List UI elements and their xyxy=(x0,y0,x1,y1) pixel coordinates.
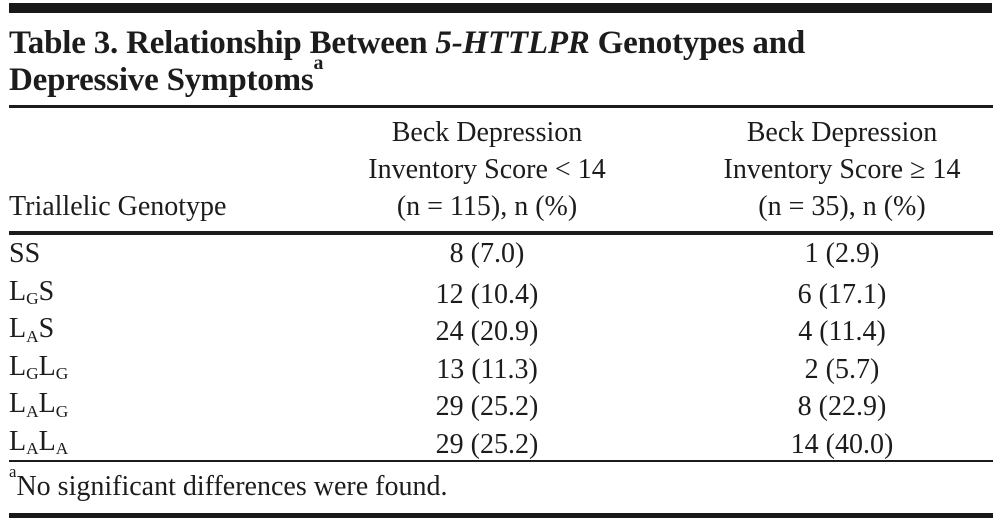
title-suffix: Genotypes and xyxy=(589,25,806,61)
bdi-14-or-more-value: 14 (40.0) xyxy=(790,428,894,460)
allele-letter: L xyxy=(9,275,27,307)
allele-letter: L xyxy=(9,313,27,344)
allele-subscript: G xyxy=(26,289,39,308)
title-rule xyxy=(9,105,993,108)
bdi-14-or-more-value: 8 (22.9) xyxy=(797,391,887,422)
allele-subscript: A xyxy=(26,326,39,346)
allele-letter: L xyxy=(38,425,56,457)
allele-subscript: A xyxy=(26,439,39,458)
bdi-under-14-value: 24 (20.9) xyxy=(435,316,539,347)
bdi-14-or-more-value: 4 (11.4) xyxy=(798,316,886,347)
title-prefix: Table 3. Relationship Between xyxy=(9,25,436,61)
header-bdi-14-or-more-line1: Beck Depression xyxy=(746,117,938,148)
header-bdi-under-14-line1: Beck Depression xyxy=(391,117,583,148)
table-row: LGLG 13 (11.3) 2 (5.7) xyxy=(9,348,993,386)
body-bottom-rule xyxy=(9,460,993,462)
allele-letter: L xyxy=(38,388,56,419)
bdi-under-14-value: 13 (11.3) xyxy=(436,353,538,385)
allele-subscript: G xyxy=(55,401,69,421)
genotype-cell: SS xyxy=(9,235,283,273)
bdi-under-14-value: 29 (25.2) xyxy=(435,391,539,422)
table-row: SS 8 (7.0) 1 (2.9) xyxy=(9,235,993,273)
header-bdi-14-or-more: Beck Depression Inventory Score ≥ 14 (n … xyxy=(691,114,993,225)
allele-subscript: A xyxy=(55,439,69,458)
bdi-14-or-more-value: 6 (17.1) xyxy=(797,278,887,310)
header-bdi-under-14-line3: (n = 115), n (%) xyxy=(396,191,578,222)
table-row: LALG 29 (25.2) 8 (22.9) xyxy=(9,385,993,423)
header-bdi-under-14: Beck Depression Inventory Score < 14 (n … xyxy=(283,114,691,225)
allele-letter: SS xyxy=(9,238,41,269)
table-row: LALA 29 (25.2) 14 (40.0) xyxy=(9,423,993,461)
footnote-marker: a xyxy=(9,462,17,482)
genotype-cell: LGS xyxy=(9,273,283,314)
header-triallelic-genotype: Triallelic Genotype xyxy=(9,191,227,222)
bdi-14-or-more-value: 1 (2.9) xyxy=(804,238,880,269)
genotype-cell: LALG xyxy=(9,385,283,426)
allele-letter: L xyxy=(9,425,27,457)
table-row: LGS 12 (10.4) 6 (17.1) xyxy=(9,273,993,311)
table-title: Table 3. Relationship Between 5-HTTLPR G… xyxy=(9,25,993,99)
allele-letter: L xyxy=(9,350,27,382)
table-row: LAS 24 (20.9) 4 (11.4) xyxy=(9,310,993,348)
allele-letter: L xyxy=(9,388,27,419)
table-body: SS 8 (7.0) 1 (2.9) LGS 12 (10.4) 6 (17.1) LAS 2… xyxy=(9,235,993,460)
bdi-under-14-value: 8 (7.0) xyxy=(449,238,525,269)
footnote-text: No significant differences were found. xyxy=(16,471,448,502)
genotype-cell: LAS xyxy=(9,310,283,351)
header-bdi-under-14-line2: Inventory Score < 14 xyxy=(368,154,606,185)
header-bdi-14-or-more-line2: Inventory Score ≥ 14 xyxy=(723,154,961,185)
header-rule xyxy=(9,231,993,235)
footnote: aNo significant differences were found. xyxy=(9,462,993,513)
allele-subscript: G xyxy=(55,364,69,383)
bdi-14-or-more-value: 2 (5.7) xyxy=(804,353,880,385)
title-line2: Depressive Symptoms xyxy=(9,62,314,98)
title-gene-name: 5-HTTLPR xyxy=(435,25,590,61)
allele-letter: S xyxy=(38,313,55,344)
table-header-row: Triallelic Genotype Beck Depression Inve… xyxy=(9,108,993,231)
title-footnote-marker: a xyxy=(313,52,324,75)
header-bdi-14-or-more-line3: (n = 35), n (%) xyxy=(758,191,926,222)
bottom-heavy-rule xyxy=(9,513,993,518)
bdi-under-14-value: 12 (10.4) xyxy=(435,278,539,310)
allele-letter: L xyxy=(38,350,56,382)
allele-letter: S xyxy=(38,275,55,307)
bdi-under-14-value: 29 (25.2) xyxy=(435,428,539,460)
top-heavy-rule xyxy=(9,3,992,13)
allele-subscript: A xyxy=(26,401,39,421)
paper-table-figure: Table 3. Relationship Between 5-HTTLPR G… xyxy=(0,3,1002,518)
genotype-cell: LGLG xyxy=(9,348,283,389)
genotype-cell: LALA xyxy=(9,423,283,464)
allele-subscript: G xyxy=(26,364,39,383)
